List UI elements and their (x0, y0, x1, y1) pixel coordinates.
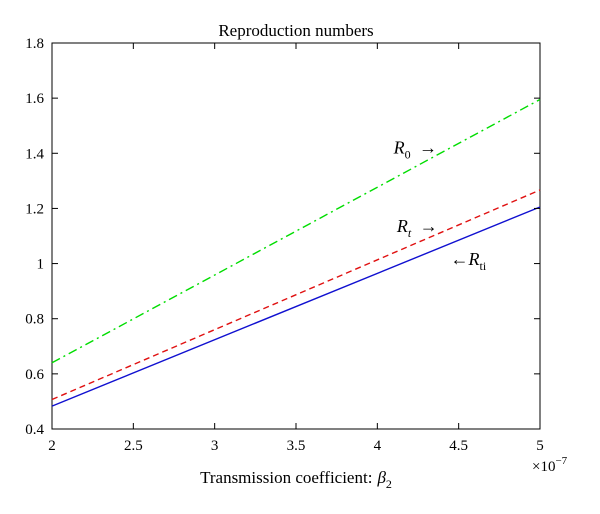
y-tick-label: 1.4 (25, 146, 44, 162)
x-tick-label: 4.5 (449, 438, 468, 454)
x-tick-label: 3.5 (287, 438, 306, 454)
annotations: R0 →Rt →←Rti (393, 137, 487, 273)
series-annotation-2: ←Rti (451, 249, 487, 273)
series-line-2 (52, 207, 540, 406)
y-tick-label: 0.8 (25, 312, 44, 328)
series-line-1 (52, 190, 540, 400)
y-tick-label: 1.6 (25, 91, 44, 107)
series-line-0 (52, 100, 540, 363)
x-tick-label: 4 (374, 438, 382, 454)
y-tick-label: 1 (37, 257, 45, 273)
y-tick-label: 0.6 (25, 367, 44, 383)
x-tick-label: 3 (211, 438, 219, 454)
series-annotation-0: R0 → (393, 137, 438, 161)
y-tick-label: 1.8 (25, 36, 44, 52)
chart-title: Reproduction numbers (218, 21, 373, 40)
x-multiplier: ×10−7 (532, 455, 568, 475)
x-tick-label: 5 (536, 438, 544, 454)
x-tick-label: 2 (48, 438, 56, 454)
x-axis-label: Transmission coefficient: β2 (200, 468, 392, 491)
x-tick-label: 2.5 (124, 438, 143, 454)
plot-frame (52, 43, 540, 429)
y-tick-label: 1.2 (25, 201, 44, 217)
y-tick-label: 0.4 (25, 422, 44, 438)
